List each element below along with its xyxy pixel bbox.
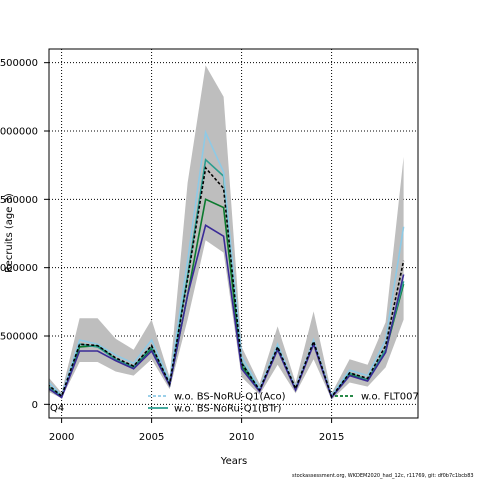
- corner-label: Q4: [50, 403, 64, 414]
- x-tick-label: 2000: [49, 432, 74, 443]
- legend-item: w.o. FLT007: [335, 392, 419, 403]
- x-tick-label: 2015: [319, 432, 344, 443]
- series-line-1: [49, 224, 405, 400]
- y-tick-label: 0: [32, 400, 38, 411]
- legend: w.o. BS-NoRU-Q1(Aco)w.o. BS-NoRu-Q1(BTr)…: [148, 392, 419, 415]
- x-tick-label: 2010: [229, 432, 254, 443]
- legend-label: w.o. BS-NoRU-Q1(Aco): [174, 392, 286, 403]
- x-axis: 2000 2005 2010 2015: [49, 418, 344, 443]
- series-line-2: [49, 129, 405, 398]
- y-tick-label: 1000000: [0, 263, 38, 274]
- plot-frame: [48, 48, 419, 419]
- series-lines: [49, 129, 405, 400]
- legend-item: w.o. BS-NoRu-Q1(BTr): [148, 404, 282, 415]
- y-tick-label: 500000: [0, 332, 38, 343]
- y-tick-label: 1500000: [0, 195, 38, 206]
- x-axis-title: Years: [220, 456, 247, 467]
- series-line-0: [49, 166, 405, 399]
- y-tick-label: 2000000: [0, 127, 38, 138]
- legend-label: w.o. FLT007: [361, 392, 419, 403]
- y-tick-label: 2500000: [0, 58, 38, 69]
- legend-label: w.o. BS-NoRu-Q1(BTr): [174, 404, 282, 415]
- footer-note: stockassessment.org, WKDEM2020_had_12c, …: [292, 473, 474, 479]
- y-axis-title: Recruits (age 3): [4, 193, 15, 273]
- y-axis: 0 500000 1000000 1500000 2000000 2500000: [0, 58, 49, 411]
- x-tick-label: 2005: [139, 432, 164, 443]
- legend-item: w.o. BS-NoRU-Q1(Aco): [148, 392, 286, 403]
